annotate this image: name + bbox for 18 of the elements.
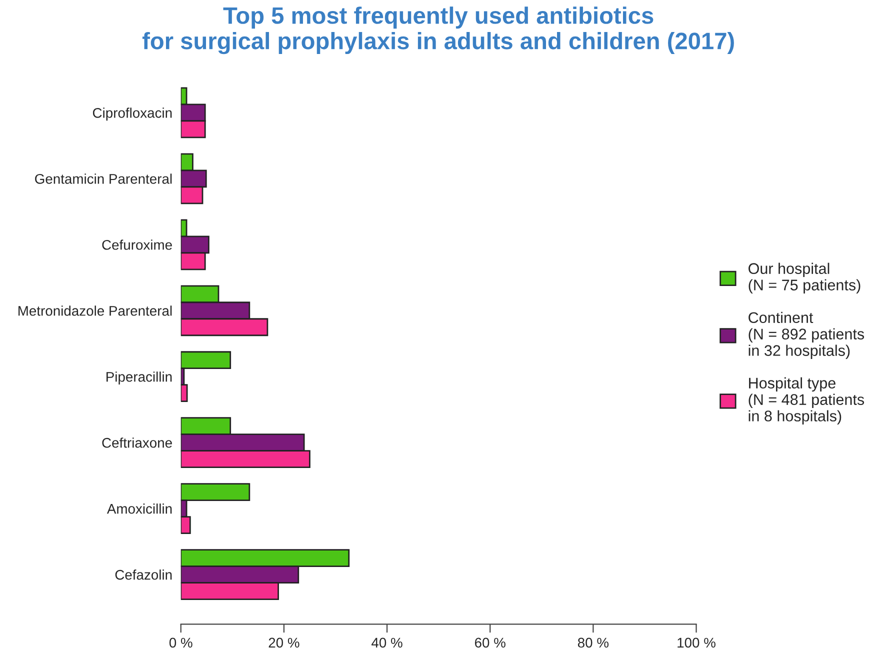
y-tick-label: Ceftriaxone [102,438,172,448]
y-tick-label: Metronidazole Parenteral [18,306,172,316]
y-tick-label: Piperacillin [106,372,172,385]
legend-label: Hospital type (N = 481 patients in 8 hospitals) [748,377,864,424]
y-tick-label: Gentamicin Parenteral [35,174,172,184]
x-tick-label: 20 % [268,638,300,648]
x-tick-label: 80 % [578,638,609,648]
chart-title: Top 5 most frequently used antibiotics for surgical prophylaxis in adults and children (2017) [142,6,734,54]
legend-label: Continent (N = 892 patients in 32 hospitals) [748,312,864,359]
y-tick-label: Cefuroxime [102,240,172,250]
y-tick-label: Cefazolin [115,570,172,580]
x-tick-label: 0 % [169,638,192,648]
x-tick-label: 100 % [678,638,716,648]
legend-label: Our hospital (N = 75 patients) [748,262,860,294]
x-tick-label: 60 % [474,638,506,648]
y-tick-label: Ciprofloxacin [92,108,172,121]
y-tick-label: Amoxicillin [106,504,172,514]
x-tick-label: 40 % [372,638,402,648]
